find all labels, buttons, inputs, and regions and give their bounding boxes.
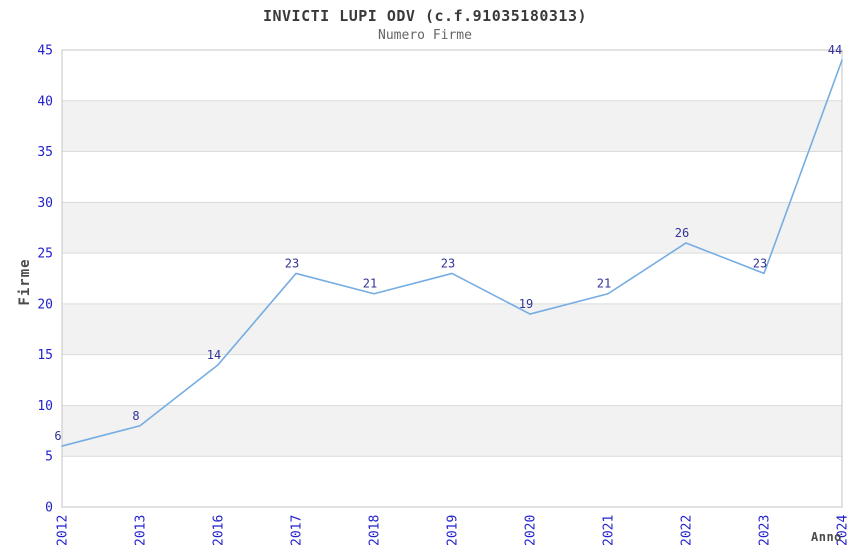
x-tick-label: 2019 bbox=[446, 515, 461, 546]
x-tick-label: 2021 bbox=[602, 515, 617, 546]
x-axis-title: Anno bbox=[811, 530, 842, 544]
y-tick-label: 45 bbox=[37, 44, 53, 59]
y-tick-label: 20 bbox=[37, 297, 53, 312]
data-point-label: 14 bbox=[207, 348, 221, 362]
x-tick-label: 2013 bbox=[134, 515, 149, 546]
y-axis-title: Firme bbox=[17, 258, 33, 306]
x-tick-label: 2022 bbox=[680, 515, 695, 546]
series-line bbox=[61, 59, 843, 447]
y-tick-label: 30 bbox=[37, 196, 53, 211]
plot-border bbox=[61, 49, 843, 508]
y-tick-label: 0 bbox=[45, 501, 53, 516]
y-tick-label: 10 bbox=[37, 399, 53, 414]
data-point-label: 23 bbox=[285, 256, 299, 270]
plot-band bbox=[62, 405, 842, 457]
x-tick-label: 2012 bbox=[56, 515, 71, 546]
plot-band bbox=[62, 100, 842, 152]
data-point-label: 23 bbox=[441, 256, 455, 270]
chart-title: INVICTI LUPI ODV (c.f.91035180313) bbox=[262, 7, 588, 25]
y-tick-label: 5 bbox=[45, 450, 53, 465]
plot-band bbox=[62, 202, 842, 254]
x-tick-label: 2016 bbox=[212, 515, 227, 546]
data-point-label: 44 bbox=[828, 43, 842, 57]
x-tick-label: 2020 bbox=[524, 515, 539, 546]
y-tick-label: 25 bbox=[37, 247, 53, 262]
x-tick-label: 2017 bbox=[290, 515, 305, 546]
x-tick-label: 2018 bbox=[368, 515, 383, 546]
plot-band bbox=[62, 303, 842, 355]
data-point-label: 21 bbox=[363, 277, 377, 291]
data-point-label: 8 bbox=[132, 409, 139, 423]
x-tick-label: 2023 bbox=[758, 515, 773, 546]
y-tick-label: 35 bbox=[37, 145, 53, 160]
data-point-label: 6 bbox=[54, 429, 61, 443]
data-point-label: 26 bbox=[675, 226, 689, 240]
data-point-label: 23 bbox=[753, 256, 767, 270]
x-tick-label: 2024 bbox=[836, 515, 850, 546]
data-point-label: 19 bbox=[519, 297, 533, 311]
data-point-label: 21 bbox=[597, 277, 611, 291]
chart-subtitle: Numero Firme bbox=[378, 28, 472, 43]
y-tick-label: 15 bbox=[37, 348, 53, 363]
y-tick-label: 40 bbox=[37, 94, 53, 109]
